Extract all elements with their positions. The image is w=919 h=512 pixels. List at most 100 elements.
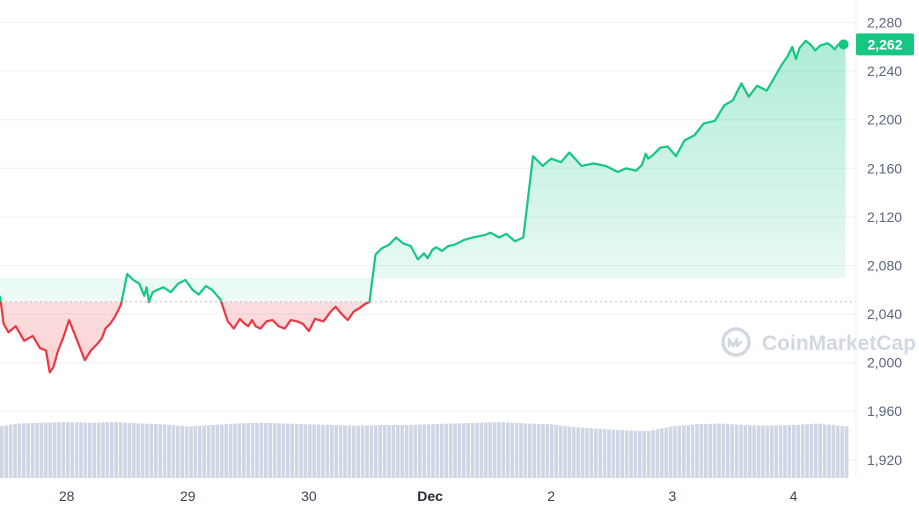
volume-bar [550,424,554,478]
volume-bar [246,423,250,478]
down-area-fill [0,301,370,373]
volume-bar [796,424,800,478]
volume-bar [462,423,466,478]
volume-bar [563,426,567,478]
volume-bar [576,427,580,478]
area-fill [0,40,846,373]
volume-bar [277,423,281,478]
coinmarketcap-logo-icon [721,327,751,357]
volume-bar [726,423,730,478]
volume-bar [572,427,576,478]
volume-bar [176,425,180,478]
y-tick-label: 1,960 [867,403,902,419]
volume-bar [778,425,783,478]
volume-bar [774,425,778,478]
volume-bar [70,422,74,478]
up-area-fill [0,40,846,302]
volume-bar [294,423,299,478]
volume-bar [13,423,17,478]
y-tick-label: 2,080 [867,257,902,273]
volume-bar [418,424,422,478]
volume-bar [598,428,602,478]
volume-bar [470,422,475,478]
current-price-label: 2,262 [867,36,902,52]
volume-bar [444,423,448,478]
volume-bar [655,429,660,478]
volume-bar [492,422,497,478]
volume-bar [787,425,792,478]
volume-bar [734,424,739,478]
volume-bar [198,425,202,478]
volume-bar [532,423,536,478]
volume-bar [22,423,26,478]
volume-bar [30,423,35,478]
volume-bar [303,424,308,478]
volume-bar [840,425,844,478]
volume-bar [92,422,96,478]
volume-bar [545,424,550,478]
volume-bar [660,428,664,478]
volume-bar [352,425,356,478]
volume-bar [506,422,510,478]
volume-bar [699,424,704,478]
volume-bar [836,425,840,478]
volume-bar [347,425,352,478]
volume-bar [818,423,822,478]
volume-bar [259,422,264,478]
volume-bar [497,422,501,478]
volume-bar [4,425,8,478]
y-tick-label: 2,280 [867,15,902,31]
volume-bar [488,422,492,478]
x-axis: 28 29 30 Dec 2 3 4 [59,488,798,504]
volume-bar [528,423,532,478]
volume-bar [325,424,330,478]
volume-bar [0,426,4,478]
volume-bar [519,423,523,478]
volume-bar [127,422,132,478]
volume-bar [827,424,831,478]
current-price-marker: 2,262 [838,33,914,56]
current-price-dot [838,39,849,50]
y-tick-label: 2,000 [867,355,902,371]
volume-bar [242,423,246,478]
y-tick-label: 2,040 [867,306,902,322]
volume-bar [101,422,105,478]
volume-bar [677,425,682,478]
volume-bar [748,425,752,478]
volume-bar [611,429,616,478]
volume-bar [756,425,761,478]
volume-bar [391,425,396,478]
volume-bar [17,423,22,478]
volume-bar [558,425,563,478]
volume-bar [440,423,444,478]
volume-bar [580,427,585,478]
volume-bar [523,423,528,478]
y-axis: 2,280 2,240 2,200 2,160 2,120 2,080 2,040 2,000… [855,0,902,478]
volume-bar [831,425,836,478]
volume-bar [404,424,409,478]
volume-bar [52,422,57,478]
volume-bar [589,428,594,478]
volume-bar [673,426,677,478]
coinmarketcap-watermark: CoinMarketCap [721,327,916,357]
volume-bar [435,424,440,478]
volume-bar [286,423,290,478]
volume-bar [110,422,114,478]
volume-bar [220,424,224,478]
volume-bar [453,423,457,478]
volume-bar [365,425,369,478]
y-tick-label: 2,160 [867,160,902,176]
volume-bar [607,429,611,478]
volume-bar [466,423,470,478]
volume-bar [61,422,66,478]
volume-bar [145,423,149,478]
current-price-badge [856,33,914,56]
volume-bar [206,425,211,478]
x-tick-label: 3 [668,488,676,504]
volume-bar [334,425,338,478]
volume-bar [567,426,572,478]
volume-bar [57,422,61,478]
volume-bar [400,425,404,478]
volume-bar [356,425,360,478]
price-line [0,39,846,374]
